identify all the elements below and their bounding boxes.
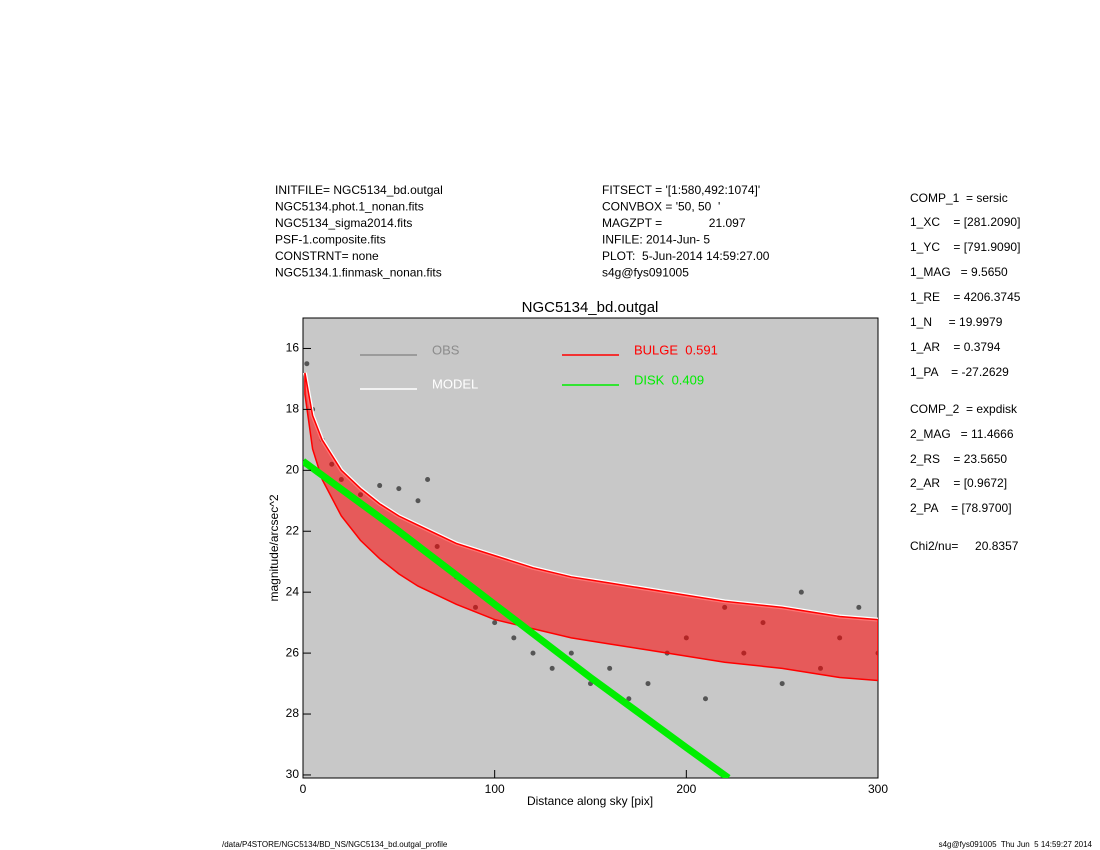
legend-label: BULGE 0.591	[634, 342, 718, 357]
fit-parameter: 1_PA = -27.2629	[910, 365, 1009, 379]
fit-parameter: 1_AR = 0.3794	[910, 340, 1001, 354]
obs-point	[779, 681, 785, 687]
fit-parameter: 1_YC = [791.9090]	[910, 240, 1020, 254]
obs-point	[492, 620, 498, 626]
fit-parameter: COMP_1 = sersic	[910, 191, 1008, 205]
header-text: CONSTRNT= none	[275, 249, 379, 263]
y-tick-label: 16	[286, 341, 300, 355]
plot-content	[303, 361, 878, 778]
x-tick-label: 200	[676, 782, 696, 796]
y-tick-label: 22	[286, 523, 300, 537]
model-line	[303, 458, 731, 778]
obs-point	[626, 696, 632, 702]
header-text: FITSECT = '[1:580,492:1074]'	[602, 183, 760, 197]
x-tick-label: 0	[300, 782, 307, 796]
header-text: NGC5134.phot.1_nonan.fits	[275, 200, 424, 214]
fit-parameter: 2_PA = [78.9700]	[910, 501, 1012, 515]
header-text: INFILE: 2014-Jun- 5	[602, 233, 710, 247]
footer-right: s4g@fys091005 Thu Jun 5 14:59:27 2014	[939, 840, 1093, 849]
obs-point	[396, 486, 402, 492]
header-text: CONVBOX = '50, 50 '	[602, 200, 720, 214]
chart-title: NGC5134_bd.outgal	[522, 299, 659, 316]
y-axis-label: magnitude/arcsec^2	[267, 494, 281, 601]
footer-left: /data/P4STORE/NGC5134/BD_NS/NGC5134_bd.o…	[222, 840, 448, 849]
header-text: s4g@fys091005	[602, 266, 689, 280]
fit-parameter: 2_AR = [0.9672]	[910, 476, 1007, 490]
obs-point	[645, 681, 651, 687]
obs-point	[798, 589, 804, 595]
legend-label: MODEL	[432, 376, 478, 391]
fit-parameter: 1_RE = 4206.3745	[910, 290, 1021, 304]
header-text: MAGZPT = 21.097	[602, 216, 746, 230]
x-tick-label: 100	[485, 782, 505, 796]
fit-parameter: COMP_2 = expdisk	[910, 402, 1018, 416]
obs-point	[425, 476, 431, 482]
y-tick-label: 24	[286, 584, 300, 598]
obs-point	[511, 635, 517, 641]
legend-label: OBS	[432, 342, 460, 357]
obs-point	[856, 604, 862, 610]
legend-label: DISK 0.409	[634, 372, 704, 387]
obs-point	[415, 498, 421, 504]
header-text: NGC5134.1.finmask_nonan.fits	[275, 266, 442, 280]
obs-point	[703, 696, 708, 702]
header-text: NGC5134_sigma2014.fits	[275, 216, 412, 230]
fit-parameter: 1_MAG = 9.5650	[910, 265, 1008, 279]
x-axis-label: Distance along sky [pix]	[527, 794, 653, 808]
y-tick-label: 20	[286, 462, 300, 476]
y-tick-label: 30	[286, 767, 300, 781]
fit-parameter: 1_XC = [281.2090]	[910, 215, 1020, 229]
obs-point	[530, 650, 536, 656]
obs-point	[377, 483, 383, 489]
obs-point	[607, 665, 613, 671]
header-text: INITFILE= NGC5134_bd.outgal	[275, 183, 443, 197]
y-tick-label: 28	[286, 706, 300, 720]
fit-parameter: 1_N = 19.9979	[910, 315, 1003, 329]
y-tick-label: 18	[286, 402, 300, 416]
x-tick-label: 300	[868, 782, 888, 796]
fit-parameter: 2_RS = 23.5650	[910, 452, 1007, 466]
y-tick-label: 26	[286, 645, 300, 659]
fit-parameter: 2_MAG = 11.4666	[910, 427, 1014, 441]
obs-point	[549, 665, 555, 671]
header-text: PLOT: 5-Jun-2014 14:59:27.00	[602, 249, 770, 263]
fit-parameter: Chi2/nu= 20.8357	[910, 539, 1019, 553]
header-text: PSF-1.composite.fits	[275, 233, 386, 247]
obs-point	[568, 650, 574, 656]
bulge-band	[304, 372, 878, 682]
obs-point	[304, 361, 310, 367]
